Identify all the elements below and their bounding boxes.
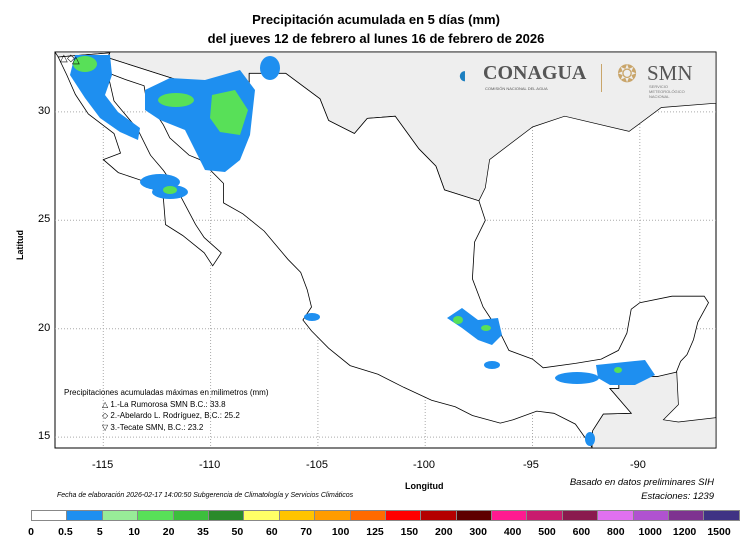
- colorbar-label: 60: [265, 526, 278, 538]
- x-axis-label: Longitud: [405, 481, 444, 491]
- colorbar-segment: [101, 511, 138, 520]
- colorbar-label: 300: [469, 526, 487, 538]
- precip-area-chiapas: [585, 432, 595, 446]
- legend-item: ▽ 3.-Tecate SMN, B.C.: 23.2: [64, 422, 269, 434]
- colorbar-label: 0.5: [58, 526, 73, 538]
- colorbar-label: 150: [400, 526, 419, 538]
- colorbar-label: 10: [128, 526, 141, 538]
- x-tick: -90: [630, 459, 646, 471]
- x-tick: -105: [306, 459, 329, 471]
- colorbar-segment: [278, 511, 315, 520]
- logo-divider: [601, 64, 602, 92]
- x-tick: -100: [413, 459, 436, 471]
- colorbar-label: 5: [96, 526, 103, 538]
- station-marker-1: △: [60, 53, 68, 64]
- data-source: Basado en datos preliminares SIH: [569, 477, 714, 488]
- precip-area-green: [453, 316, 463, 324]
- colorbar-label: 0: [28, 526, 34, 538]
- x-tick: -110: [199, 459, 221, 471]
- colorbar-segment: [349, 511, 385, 520]
- smn-subtitle: SERVICIO METEOROLÓGICO NACIONAL: [649, 84, 685, 99]
- colorbar-label: 800: [607, 526, 625, 538]
- colorbar-label: 600: [572, 526, 591, 538]
- conagua-logo-icon: ◖: [455, 62, 470, 89]
- precip-area-baja-green: [73, 56, 97, 72]
- logos: ◖ CONAGUA COMISIÓN NACIONAL DEL AGUA ❂ S…: [455, 58, 710, 99]
- colorbar-segment: [632, 511, 669, 520]
- precip-area-campeche: [596, 360, 655, 385]
- creation-date: Fecha de elaboración 2026-02-17 14:00:50…: [57, 492, 354, 499]
- colorbar-segment: [420, 511, 456, 520]
- precip-area-green: [210, 90, 248, 135]
- colorbar: [31, 510, 740, 521]
- station-marker-3: △: [72, 55, 80, 66]
- colorbar-segment: [137, 511, 173, 520]
- colorbar-label: 500: [538, 526, 556, 538]
- x-tick: -95: [523, 459, 539, 471]
- legend-item: ◇ 2.-Abelardo L. Rodríguez, B.C.: 25.2: [64, 410, 269, 422]
- y-tick: 25: [38, 213, 51, 225]
- legend-item-text: 3.-Tecate SMN, B.C.: 23.2: [110, 422, 204, 432]
- colorbar-label: 125: [366, 526, 384, 538]
- y-tick: 15: [38, 430, 51, 442]
- colorbar-segment: [66, 511, 102, 520]
- triangle-down-icon: ▽: [102, 422, 109, 432]
- precip-area-baja: [70, 55, 140, 140]
- colorbar-segment: [703, 511, 739, 520]
- colorbar-label: 1500: [707, 526, 731, 538]
- colorbar-segment: [243, 511, 279, 520]
- precip-area-green: [614, 367, 622, 373]
- precip-area-oaxaca: [484, 361, 500, 369]
- colorbar-segment: [526, 511, 562, 520]
- colorbar-segment: [207, 511, 244, 520]
- precip-area-tabasco: [555, 372, 599, 384]
- y-tick: 20: [38, 322, 51, 334]
- station-marker-2: ◇: [67, 53, 75, 64]
- smn-logo-icon: ❂: [617, 61, 638, 88]
- precip-area-green: [158, 93, 194, 107]
- colorbar-segment: [314, 511, 350, 520]
- triangle-up-icon: △: [102, 399, 109, 409]
- map-title: Precipitación acumulada en 5 días (mm): [252, 12, 500, 27]
- conagua-logo: CONAGUA: [483, 62, 587, 84]
- colorbar-label: 200: [435, 526, 453, 538]
- conagua-subtitle: COMISIÓN NACIONAL DEL AGUA: [485, 86, 548, 91]
- colorbar-segment: [32, 511, 67, 520]
- map-subtitle: del jueves 12 de febrero al lunes 16 de …: [207, 31, 545, 46]
- precip-area-green: [481, 325, 491, 331]
- colorbar-label: 20: [162, 526, 175, 538]
- x-tick: -115: [92, 459, 114, 471]
- colorbar-segment: [172, 511, 208, 520]
- station-count: Estaciones: 1239: [641, 491, 714, 502]
- colorbar-segment: [384, 511, 421, 520]
- colorbar-segment: [455, 511, 492, 520]
- smn-logo: SMN: [647, 61, 693, 85]
- colorbar-segment: [561, 511, 598, 520]
- colorbar-segment: [597, 511, 633, 520]
- y-tick: 30: [38, 105, 51, 117]
- legend-item: △ 1.-La Rumorosa SMN B.C.: 33.8: [64, 399, 269, 411]
- precip-area-jalisco: [304, 313, 320, 321]
- colorbar-segment: [491, 511, 527, 520]
- colorbar-label: 400: [503, 526, 522, 538]
- legend-item-text: 1.-La Rumorosa SMN B.C.: 33.8: [110, 399, 226, 409]
- y-axis-label: Latitud: [15, 230, 25, 260]
- legend-title: Precipitaciones acumuladas máximas en mi…: [64, 388, 269, 397]
- colorbar-label: 50: [231, 526, 244, 538]
- colorbar-label: 70: [300, 526, 313, 538]
- colorbar-label: 1200: [672, 526, 697, 538]
- diamond-icon: ◇: [102, 411, 109, 420]
- precip-area-chihuahua: [260, 56, 280, 80]
- precip-areas: [70, 55, 655, 446]
- colorbar-label: 35: [197, 526, 209, 538]
- precip-area-green: [163, 186, 177, 194]
- colorbar-label: 100: [331, 526, 350, 538]
- colorbar-label: 1000: [638, 526, 662, 538]
- colorbar-segment: [668, 511, 704, 520]
- max-precip-legend: Precipitaciones acumuladas máximas en mi…: [64, 387, 269, 433]
- station-markers: △ ◇ △: [60, 53, 80, 66]
- legend-item-text: 2.-Abelardo L. Rodríguez, B.C.: 25.2: [110, 411, 240, 420]
